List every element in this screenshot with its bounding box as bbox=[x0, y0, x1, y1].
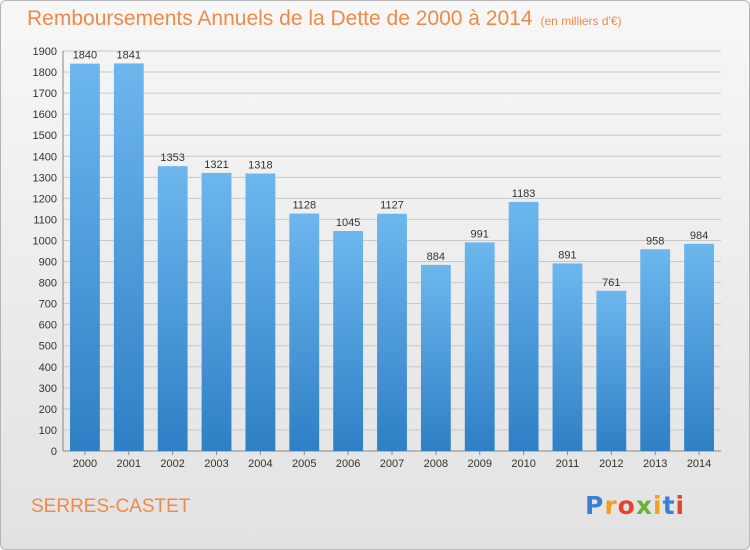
bar-2000 bbox=[70, 63, 100, 451]
bar-2003 bbox=[201, 172, 232, 452]
bar-value-label: 958 bbox=[646, 235, 664, 247]
bar-value-label: 884 bbox=[427, 251, 445, 263]
bar-2002 bbox=[157, 166, 188, 451]
x-tick-label: 2005 bbox=[292, 458, 316, 470]
bar-value-label: 891 bbox=[558, 249, 576, 261]
logo-letter: i bbox=[675, 491, 686, 520]
y-tick-label: 900 bbox=[39, 257, 57, 269]
logo-letter: o bbox=[617, 491, 636, 520]
y-tick-label: 1800 bbox=[33, 67, 57, 79]
y-tick-label: 1400 bbox=[33, 151, 57, 163]
x-tick-label: 2013 bbox=[643, 458, 667, 470]
bar-2006 bbox=[333, 231, 364, 451]
bar-2008 bbox=[420, 264, 451, 451]
bar-value-labels: 1840 1841 1353 1321 1318 1128 1045 1127 884 991 11… bbox=[73, 49, 709, 288]
y-tick-label: 700 bbox=[39, 299, 57, 311]
bar-2007 bbox=[377, 213, 407, 451]
y-tick-label: 1200 bbox=[33, 193, 57, 205]
proxiti-logo: Proxiti bbox=[585, 491, 685, 520]
logo-letter: P bbox=[585, 491, 605, 520]
y-tick-label: 1000 bbox=[33, 235, 57, 247]
bar-value-label: 1318 bbox=[248, 160, 272, 172]
logo-letter: i bbox=[653, 491, 663, 520]
y-tick-label: 400 bbox=[39, 362, 57, 374]
bar-value-label: 1128 bbox=[292, 200, 316, 212]
bar-value-label: 1183 bbox=[512, 188, 536, 200]
y-tick-label: 1500 bbox=[33, 130, 57, 142]
y-tick-label: 600 bbox=[39, 320, 57, 332]
bar-2009 bbox=[464, 242, 495, 451]
bar-value-label: 1045 bbox=[336, 217, 360, 229]
y-tick-label: 1700 bbox=[33, 88, 57, 100]
bar-2010 bbox=[508, 201, 539, 451]
chart-title: Remboursements Annuels de la Dette de 20… bbox=[27, 7, 622, 31]
x-tick-label: 2006 bbox=[336, 458, 360, 470]
bar-2014 bbox=[684, 243, 714, 451]
y-tick-label: 300 bbox=[39, 383, 57, 395]
bar-value-label: 984 bbox=[690, 230, 708, 242]
y-tick-label: 800 bbox=[39, 278, 57, 290]
y-tick-labels: 0 100 200 300 400 500 600 700 800 900 1000 1100 1200… bbox=[33, 46, 57, 458]
y-tick-label: 1300 bbox=[33, 172, 57, 184]
y-tick-label: 200 bbox=[39, 404, 57, 416]
x-tick-label: 2003 bbox=[204, 458, 228, 470]
bar-2013 bbox=[640, 249, 671, 451]
x-tick-label: 2010 bbox=[511, 458, 535, 470]
x-tick-label: 2012 bbox=[599, 458, 623, 470]
commune-name: SERRES-CASTET bbox=[31, 496, 191, 517]
bar-2011 bbox=[552, 263, 583, 451]
y-tick-label: 100 bbox=[39, 425, 57, 437]
bar-2005 bbox=[289, 213, 320, 451]
logo-letter: x bbox=[635, 491, 653, 520]
bar-value-label: 1353 bbox=[160, 152, 184, 164]
y-tick-label: 0 bbox=[51, 446, 57, 458]
x-tick-label: 2001 bbox=[117, 458, 141, 470]
y-tick-label: 1900 bbox=[33, 46, 57, 58]
x-tick-label: 2007 bbox=[380, 458, 404, 470]
bar-value-label: 761 bbox=[602, 277, 620, 289]
bar-value-label: 1321 bbox=[204, 159, 228, 171]
x-tick-labels: 2000 2001 2002 2003 2004 2005 2006 2007 2008 2009… bbox=[73, 458, 712, 470]
x-tick-label: 2004 bbox=[248, 458, 272, 470]
y-tick-label: 1100 bbox=[33, 214, 57, 226]
y-tick-label: 500 bbox=[39, 341, 57, 353]
bar-2004 bbox=[245, 173, 276, 452]
chart-title-text: Remboursements Annuels de la Dette de 20… bbox=[27, 7, 533, 30]
x-tick-label: 2008 bbox=[424, 458, 448, 470]
bar-value-label: 1841 bbox=[117, 49, 141, 61]
x-tick-label: 2000 bbox=[73, 458, 97, 470]
y-tick-label: 1600 bbox=[33, 109, 57, 121]
bar-value-label: 1127 bbox=[380, 200, 404, 212]
chart-unit-note: (en milliers d'€) bbox=[540, 14, 622, 28]
bar-2012 bbox=[596, 290, 627, 451]
x-tick-label: 2014 bbox=[687, 458, 711, 470]
bar-value-label: 991 bbox=[471, 228, 489, 240]
bar-value-label: 1840 bbox=[73, 50, 97, 62]
x-tick-label: 2011 bbox=[556, 458, 580, 470]
logo-letter: r bbox=[604, 491, 618, 520]
x-tick-label: 2002 bbox=[160, 458, 184, 470]
bars bbox=[70, 63, 714, 452]
bar-2001 bbox=[113, 63, 144, 451]
x-tick-label: 2009 bbox=[467, 458, 491, 470]
logo-letter: t bbox=[662, 491, 676, 520]
